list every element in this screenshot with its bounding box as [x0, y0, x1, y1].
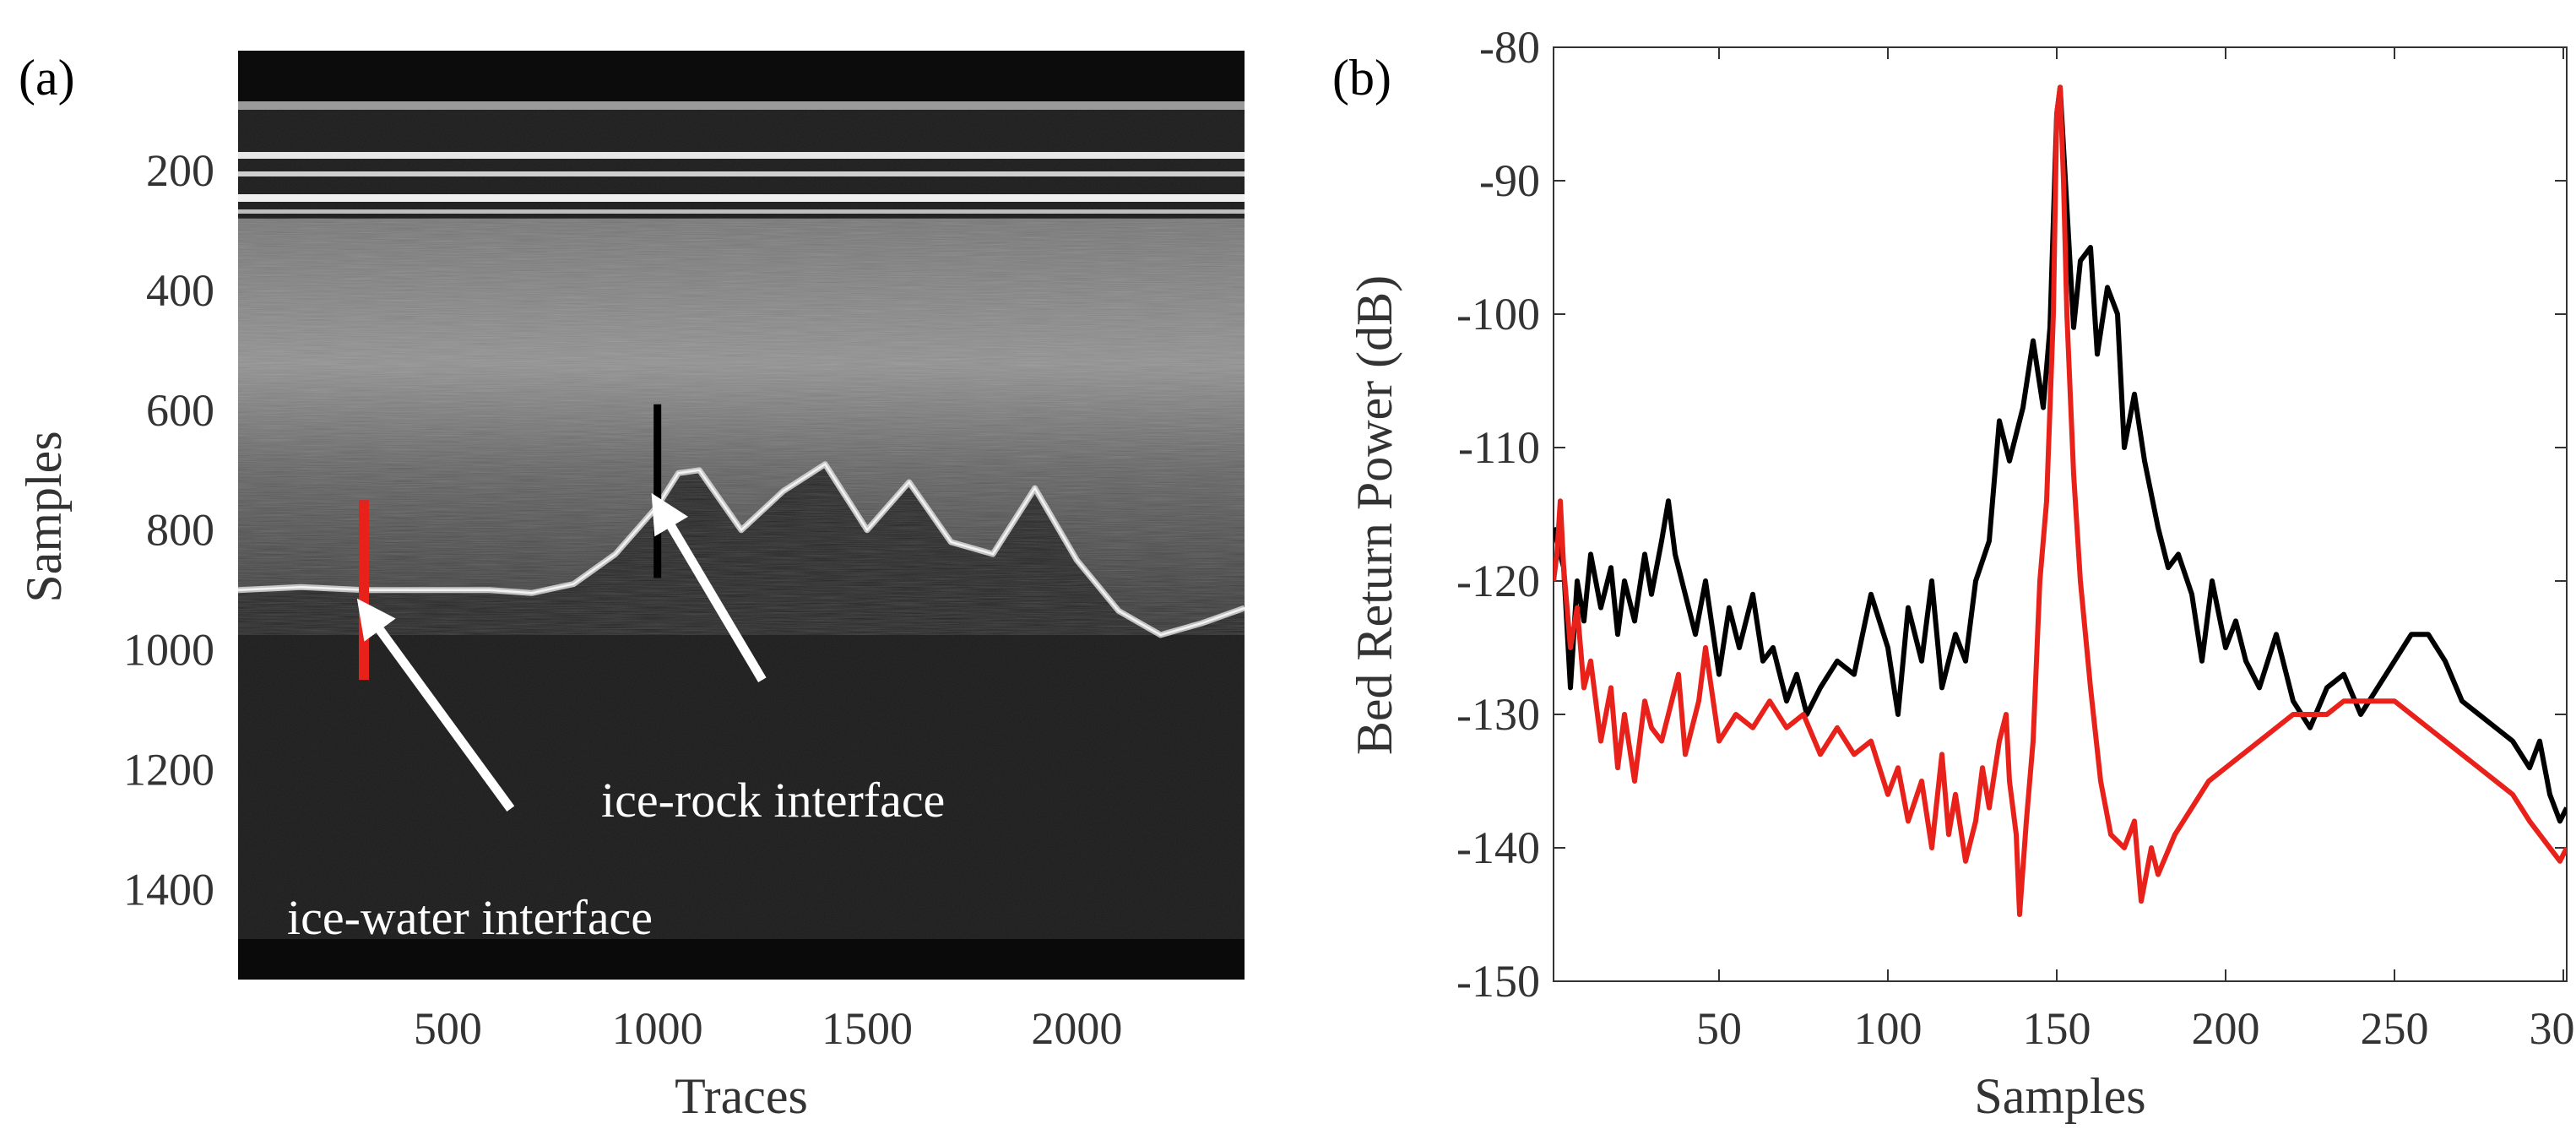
- panel-b-y-tick-label: -120: [1456, 556, 1540, 606]
- panel-a-y-ticks: 200 400 600 800 1000 1200 1400: [123, 145, 214, 915]
- panel-b-x-tick-label: 50: [1696, 1003, 1742, 1054]
- panel-b-label: (b): [1332, 50, 1391, 106]
- ice-water-annotation: ice-water interface: [287, 890, 653, 945]
- panel-b-plot-area: [1553, 46, 2568, 982]
- panel-b: (b) -80 -90 -100 -110 -120 -130 -140 -150 50 100…: [1332, 22, 2576, 1124]
- panel-b-y-tick-label: -100: [1456, 289, 1540, 339]
- panel-a-x-tick-label: 500: [414, 1003, 482, 1054]
- panel-a-y-tick-label: 1000: [123, 625, 214, 676]
- ice-water-series-line: [1554, 84, 2567, 917]
- panel-a-x-tick-label: 1000: [612, 1003, 703, 1054]
- ice-rock-arrow: [651, 492, 767, 682]
- panel-b-x-tick-label: 150: [2023, 1003, 2091, 1054]
- panel-b-x-tick-label: 200: [2192, 1003, 2260, 1054]
- panel-b-x-tick-label: 250: [2361, 1003, 2429, 1054]
- ice-rock-annotation: ice-rock interface: [601, 773, 945, 828]
- panel-b-series: [1554, 84, 2567, 917]
- panel-a-y-tick-label: 800: [146, 505, 214, 556]
- panel-a-y-tick-label: 1400: [123, 865, 214, 915]
- panel-a-label: (a): [19, 50, 75, 106]
- panel-a: (a) ice-rock interface ice-water: [16, 50, 1245, 1124]
- panel-a-y-axis-title: Samples: [16, 431, 72, 602]
- panel-b-y-axis-title: Bed Return Power (dB): [1347, 275, 1402, 755]
- panel-b-y-ticks: -80 -90 -100 -110 -120 -130 -140 -150: [1456, 22, 2567, 1007]
- panel-b-x-ticks: 50 100 150 200 250 300: [1696, 47, 2576, 1054]
- panel-a-x-axis-title: Traces: [675, 1068, 808, 1124]
- panel-b-y-tick-label: -90: [1479, 155, 1540, 206]
- panel-b-y-tick-label: -130: [1456, 689, 1540, 740]
- ice-rock-series-line: [1554, 84, 2567, 824]
- bed-reflection-glow: [238, 462, 1245, 637]
- panel-b-y-tick-label: -110: [1458, 422, 1540, 473]
- panel-a-x-ticks: 500 1000 1500 2000: [414, 1003, 1123, 1054]
- panel-a-y-tick-label: 600: [146, 385, 214, 436]
- surface-reflections: [238, 51, 1245, 980]
- panel-a-y-tick-label: 200: [146, 145, 214, 196]
- panel-a-x-tick-label: 2000: [1031, 1003, 1122, 1054]
- panel-b-y-tick-label: -150: [1456, 956, 1540, 1007]
- panel-a-y-tick-label: 1200: [123, 745, 214, 795]
- radargram-speckle: [238, 51, 1245, 980]
- panel-a-y-tick-label: 400: [146, 265, 214, 316]
- panel-b-x-tick-label: 300: [2530, 1003, 2576, 1054]
- panel-a-x-tick-label: 1500: [822, 1003, 913, 1054]
- panel-b-x-axis-title: Samples: [1974, 1068, 2145, 1124]
- ice-water-arrow: [356, 598, 515, 812]
- panel-b-y-tick-label: -140: [1456, 822, 1540, 873]
- radargram-image: [238, 51, 1245, 980]
- panel-b-x-tick-label: 100: [1854, 1003, 1923, 1054]
- panel-b-y-tick-label: -80: [1479, 22, 1540, 73]
